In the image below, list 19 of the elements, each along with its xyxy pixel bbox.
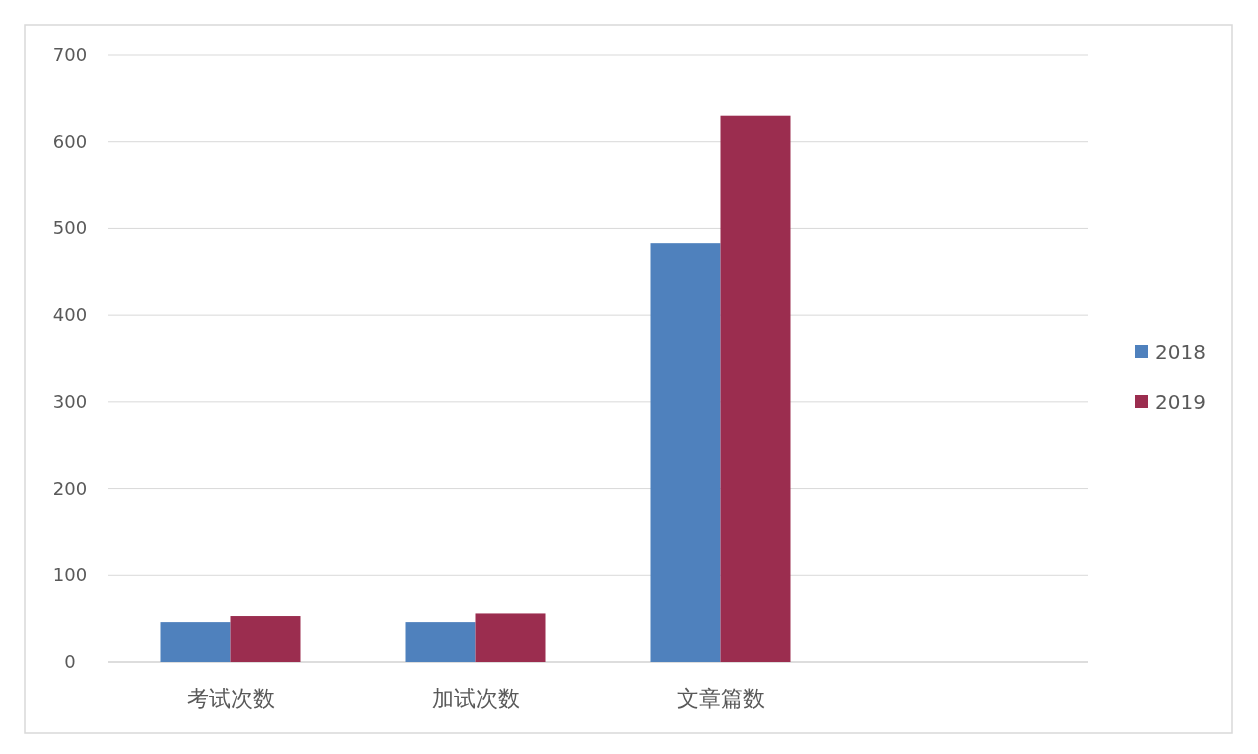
y-tick-label: 100 — [52, 564, 88, 586]
legend-label: 2018 — [1155, 340, 1206, 364]
bar — [720, 115, 791, 662]
bar — [650, 243, 721, 662]
y-tick-label: 500 — [52, 217, 88, 239]
legend-label: 2019 — [1155, 390, 1206, 414]
y-tick-label: 400 — [52, 304, 88, 326]
y-tick-label: 600 — [52, 130, 88, 152]
y-tick-label: 200 — [52, 477, 88, 499]
y-tick-label: 300 — [52, 390, 88, 412]
bar — [230, 616, 301, 662]
bar — [160, 622, 231, 662]
x-tick-label: 文章篇数 — [676, 686, 765, 711]
y-tick-label: 700 — [52, 44, 88, 65]
x-tick-label: 考试次数 — [186, 686, 275, 711]
y-tick-label: 0 — [64, 651, 76, 672]
bar — [475, 613, 546, 662]
bar — [405, 622, 476, 662]
x-tick-label: 加试次数 — [431, 686, 520, 711]
